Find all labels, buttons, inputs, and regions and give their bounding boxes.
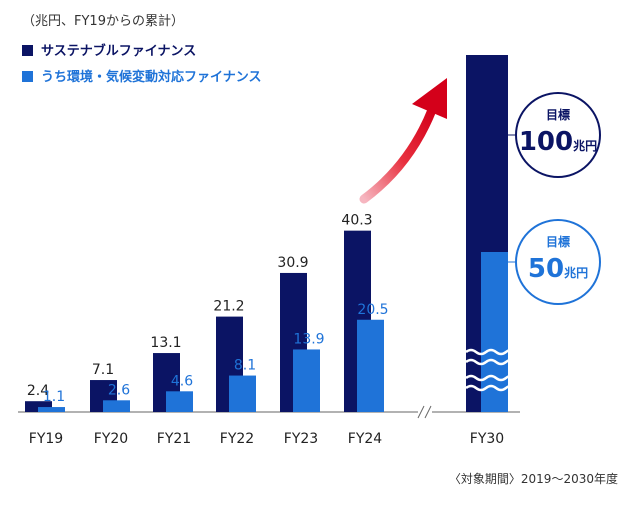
break-wave-lower <box>465 374 517 392</box>
target-bubble-environmental <box>515 219 601 305</box>
bar-environmental-fy20 <box>103 400 130 412</box>
tick-label-fy30: FY30 <box>470 431 504 447</box>
label-environmental-fy20: 2.6 <box>108 382 130 398</box>
tick-label-fy19: FY19 <box>29 431 63 447</box>
tick-label-fy21: FY21 <box>157 431 191 447</box>
label-sustainable-fy22: 21.2 <box>213 299 244 315</box>
label-environmental-fy22: 8.1 <box>234 358 256 374</box>
target-label-environmental: 目標 <box>546 234 570 249</box>
label-sustainable-fy23: 30.9 <box>277 255 308 271</box>
legend-sustainable: サステナブルファイナンス <box>22 40 196 59</box>
tick-label-fy20: FY20 <box>94 431 128 447</box>
label-sustainable-fy20: 7.1 <box>92 362 114 378</box>
label-sustainable-fy21: 13.1 <box>150 335 181 351</box>
break-wave-upper <box>465 348 517 366</box>
growth-arrow-shaft <box>359 105 437 204</box>
label-environmental-fy24: 20.5 <box>357 302 388 318</box>
tick-label-fy22: FY22 <box>220 431 254 447</box>
target-value-environmental: 50兆円 <box>528 254 588 284</box>
label-sustainable-fy24: 40.3 <box>341 213 372 229</box>
bar-environmental-fy21 <box>166 391 193 412</box>
label-environmental-fy19: 1.1 <box>43 389 65 405</box>
label-sustainable-fy19: 2.4 <box>27 383 49 399</box>
label-environmental-fy21: 4.6 <box>171 373 193 389</box>
legend-swatch-sustainable <box>22 45 33 56</box>
axis-break-mark-2 <box>424 405 432 419</box>
legend-environmental: うち環境・気候変動対応ファイナンス <box>22 66 261 85</box>
target-value-sustainable: 100兆円 <box>519 127 597 157</box>
bar-environmental-fy23 <box>293 349 320 412</box>
tick-label-fy23: FY23 <box>284 431 318 447</box>
bar-environmental-fy22 <box>229 375 256 412</box>
bar-environmental-fy30 <box>481 252 508 412</box>
label-environmental-fy23: 13.9 <box>293 331 324 347</box>
legend-label-environmental: うち環境・気候変動対応ファイナンス <box>41 70 262 85</box>
legend-label-sustainable: サステナブルファイナンス <box>41 44 197 59</box>
bar-environmental-fy24 <box>357 319 384 412</box>
bar-sustainable-fy19 <box>25 401 52 412</box>
legend-swatch-environmental <box>22 71 33 82</box>
bar-environmental-fy19 <box>38 407 65 412</box>
period-note: 〈対象期間〉2019〜2030年度 <box>448 472 618 486</box>
growth-arrow-head <box>412 78 447 119</box>
axis-break-mark-1 <box>417 405 425 419</box>
tick-label-fy24: FY24 <box>348 431 383 447</box>
target-label-sustainable: 目標 <box>546 107 570 122</box>
unit-note: （兆円、FY19からの累計） <box>22 14 184 29</box>
target-bubble-sustainable <box>515 92 601 178</box>
